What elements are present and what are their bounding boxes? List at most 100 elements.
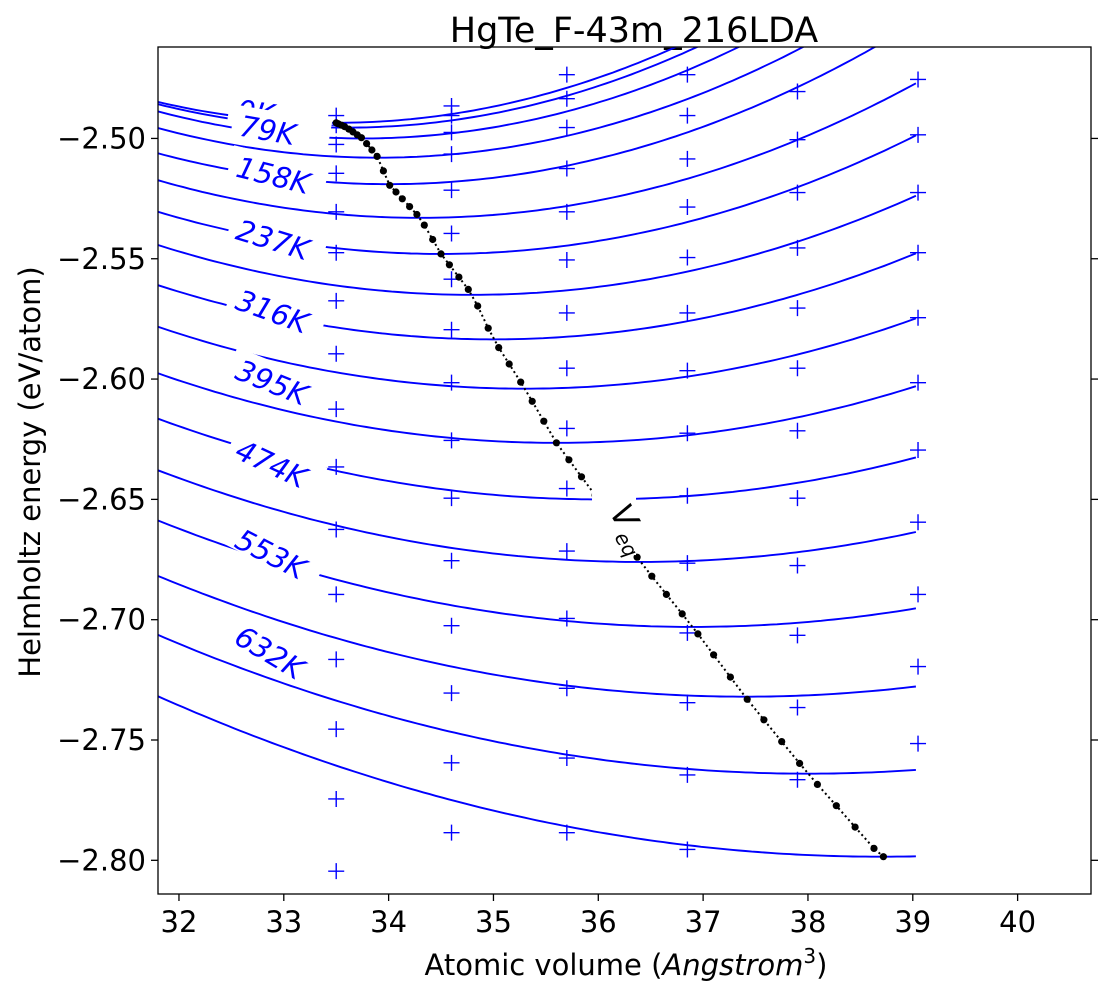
data-point-marker	[910, 658, 927, 675]
data-point-marker	[558, 420, 575, 437]
equilibrium-point	[760, 716, 768, 724]
data-point-marker	[328, 244, 345, 261]
data-point-marker	[679, 107, 696, 124]
data-point-marker	[679, 487, 696, 504]
equilibrium-point	[710, 651, 718, 659]
data-point-marker	[443, 754, 460, 771]
data-point-marker	[558, 160, 575, 177]
isotherm-curve	[158, 317, 917, 390]
data-point-marker	[443, 552, 460, 569]
data-point-marker	[558, 750, 575, 767]
data-point-marker	[443, 432, 460, 449]
data-point-marker	[558, 251, 575, 268]
equilibrium-point	[437, 250, 445, 258]
data-point-marker	[679, 249, 696, 266]
data-point-marker	[328, 345, 345, 362]
x-axis-title: Atomic volume (Angstrom3)	[425, 944, 828, 982]
data-point-marker	[558, 543, 575, 560]
data-point-marker	[910, 244, 927, 261]
data-point-marker	[679, 555, 696, 572]
data-point-marker	[443, 321, 460, 338]
data-point-marker	[679, 199, 696, 216]
data-point-marker	[789, 300, 806, 317]
equilibrium-point	[474, 302, 482, 310]
data-point-marker	[558, 90, 575, 107]
data-point-marker	[328, 651, 345, 668]
data-point-marker	[910, 309, 927, 326]
data-point-marker	[910, 514, 927, 531]
y-tick-label: −2.55	[57, 242, 146, 276]
data-point-marker	[328, 721, 345, 738]
data-point-marker	[910, 735, 927, 752]
equilibrium-point	[445, 261, 453, 269]
equilibrium-point	[726, 673, 735, 681]
equilibrium-volume-layer: Veq	[332, 119, 888, 861]
y-axis-title: Helmholtz energy (eV/atom)	[13, 266, 47, 677]
data-point-marker	[328, 165, 345, 182]
data-point-marker	[443, 617, 460, 634]
equilibrium-point	[662, 590, 671, 599]
data-point-marker	[679, 304, 696, 321]
data-point-marker	[789, 557, 806, 574]
temperature-label-background	[224, 612, 326, 691]
equilibrium-point	[505, 360, 513, 368]
x-axis: 32 33 34 35 36 37 38 39 40	[161, 894, 1036, 939]
x-tick-label: 37	[685, 905, 722, 939]
data-point-marker	[789, 184, 806, 201]
data-point-marker	[328, 136, 345, 153]
x-axis-title-text: Atomic volume (	[425, 948, 663, 982]
y-tick-label: −2.75	[57, 723, 146, 757]
data-point-marker	[328, 203, 345, 220]
data-point-marker	[679, 66, 696, 83]
equilibrium-point	[398, 195, 406, 203]
equilibrium-point	[879, 853, 888, 861]
data-point-marker	[558, 680, 575, 697]
data-point-marker	[328, 863, 345, 880]
y-axis: −2.80 −2.75 −2.70 −2.65 −2.60 −2.55 −2.50	[57, 121, 1098, 877]
temperature-label-background	[225, 347, 329, 414]
data-point-marker	[443, 225, 460, 242]
chart-title: HgTe_F-43m_216LDA	[450, 11, 819, 51]
data-point-marker	[789, 771, 806, 788]
data-point-marker	[558, 360, 575, 377]
temperature-label: 158K	[233, 150, 315, 201]
data-point-marker	[443, 182, 460, 199]
x-axis-title-exponent: 3	[803, 944, 816, 968]
data-point-marker	[328, 521, 345, 538]
data-point-marker	[443, 490, 460, 507]
isotherm-curve	[158, 469, 917, 563]
equilibrium-point	[552, 439, 561, 447]
equilibrium-point	[357, 134, 365, 142]
y-tick-label: −2.80	[57, 843, 146, 877]
equilibrium-point	[577, 473, 586, 481]
y-tick-label: −2.65	[57, 482, 146, 516]
data-point-marker	[679, 624, 696, 641]
data-point-marker	[789, 131, 806, 148]
data-point-marker	[443, 107, 460, 124]
equilibrium-point	[363, 140, 371, 148]
equilibrium-point	[495, 344, 503, 352]
equilibrium-point	[455, 273, 463, 281]
equilibrium-point	[813, 780, 822, 789]
isotherm-curve	[158, 82, 917, 219]
data-point-marker	[910, 586, 927, 603]
data-point-marker	[910, 442, 927, 459]
data-point-marker	[558, 824, 575, 841]
equilibrium-point	[540, 417, 548, 425]
isotherm-curve	[158, 47, 806, 159]
y-tick-label: −2.70	[57, 603, 146, 637]
data-point-marker	[910, 374, 927, 391]
data-point-marker	[789, 83, 806, 100]
temperature-labels-layer: 0K79K158K237K316K395K474K553K632K	[224, 89, 333, 691]
temperature-label-background	[224, 515, 327, 589]
data-point-marker	[679, 150, 696, 167]
data-point-marker	[558, 610, 575, 627]
temperature-label-background	[225, 277, 329, 342]
isotherm-curve	[158, 634, 916, 775]
equilibrium-point	[420, 221, 428, 229]
x-tick-label: 32	[161, 905, 198, 939]
equilibrium-point	[517, 378, 525, 386]
data-point-marker	[558, 66, 575, 83]
data-markers-layer	[328, 66, 927, 880]
equilibrium-point	[368, 146, 376, 154]
